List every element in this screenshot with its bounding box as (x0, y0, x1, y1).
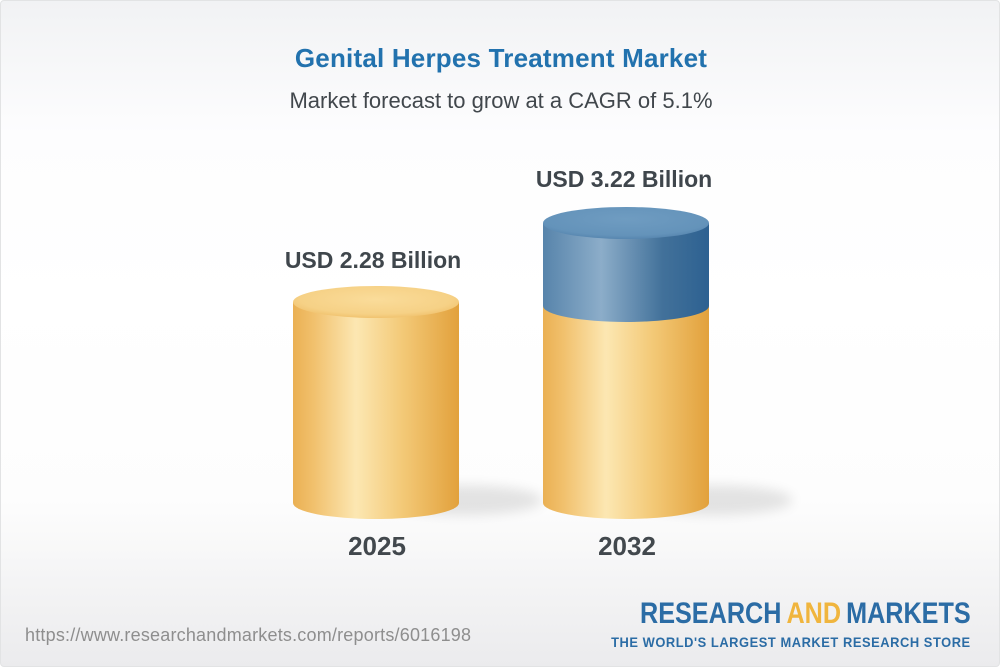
cylinder-2032-base (543, 306, 709, 519)
logo-tagline: THE WORLD'S LARGEST MARKET RESEARCH STOR… (611, 634, 971, 650)
cylinder-2025 (293, 286, 459, 519)
report-url: https://www.researchandmarkets.com/repor… (25, 625, 472, 645)
logo-word-and: AND (786, 597, 842, 630)
category-label-2025: 2025 (348, 531, 406, 561)
category-label-2032: 2032 (598, 531, 656, 561)
value-label-2025: USD 2.28 Billion (284, 247, 462, 273)
research-and-markets-logo: RESEARCH AND MARKETS THE WORLD'S LARGEST M… (577, 597, 971, 650)
cylinder-2032-growth (543, 207, 709, 322)
page-subtitle: Market forecast to grow at a CAGR of 5.1… (289, 88, 713, 113)
logo-word-research: RESEARCH (640, 597, 782, 630)
logo-word-markets: MARKETS (846, 597, 971, 630)
value-label-2032: USD 3.22 Billion (535, 166, 713, 192)
page-title: Genital Herpes Treatment Market (294, 43, 708, 73)
logo-wordmark: RESEARCH AND MARKETS (640, 597, 971, 631)
